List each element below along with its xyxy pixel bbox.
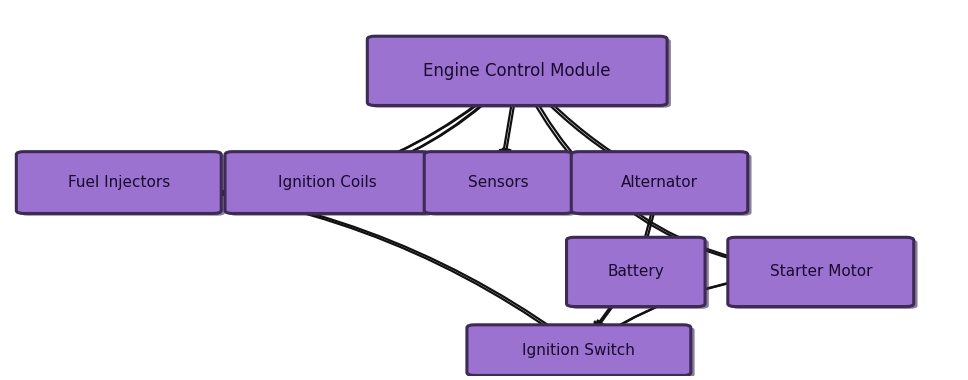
Text: Sensors: Sensors	[468, 175, 529, 190]
FancyBboxPatch shape	[16, 152, 222, 214]
FancyBboxPatch shape	[367, 36, 667, 106]
FancyArrowPatch shape	[351, 90, 498, 177]
FancyBboxPatch shape	[575, 154, 751, 216]
Text: Engine Control Module: Engine Control Module	[423, 62, 611, 80]
FancyBboxPatch shape	[428, 154, 576, 216]
Text: Battery: Battery	[607, 264, 664, 279]
FancyBboxPatch shape	[571, 152, 747, 214]
FancyArrowPatch shape	[532, 94, 799, 272]
Text: Alternator: Alternator	[621, 175, 698, 190]
FancyArrowPatch shape	[502, 97, 515, 157]
FancyArrowPatch shape	[146, 185, 559, 336]
FancyArrowPatch shape	[499, 98, 512, 158]
FancyArrowPatch shape	[354, 89, 500, 176]
FancyBboxPatch shape	[424, 152, 572, 214]
FancyArrowPatch shape	[602, 272, 796, 336]
FancyArrowPatch shape	[536, 92, 638, 171]
FancyArrowPatch shape	[539, 90, 641, 170]
FancyArrowPatch shape	[596, 293, 622, 329]
FancyBboxPatch shape	[728, 237, 914, 307]
FancyBboxPatch shape	[225, 152, 430, 214]
Text: Ignition Coils: Ignition Coils	[278, 175, 377, 190]
FancyArrowPatch shape	[143, 89, 497, 192]
FancyBboxPatch shape	[732, 239, 918, 309]
FancyArrowPatch shape	[643, 208, 655, 247]
FancyBboxPatch shape	[228, 154, 434, 216]
Text: Starter Motor: Starter Motor	[770, 264, 872, 279]
FancyBboxPatch shape	[566, 237, 705, 307]
Text: Fuel Injectors: Fuel Injectors	[68, 175, 170, 190]
FancyBboxPatch shape	[570, 239, 709, 309]
FancyBboxPatch shape	[20, 154, 225, 216]
FancyBboxPatch shape	[371, 38, 671, 108]
FancyArrowPatch shape	[599, 273, 793, 337]
FancyArrowPatch shape	[641, 209, 652, 248]
FancyArrowPatch shape	[149, 184, 561, 334]
FancyArrowPatch shape	[529, 95, 796, 273]
FancyBboxPatch shape	[470, 327, 695, 378]
FancyArrowPatch shape	[146, 88, 499, 191]
Text: Ignition Switch: Ignition Switch	[523, 343, 635, 358]
FancyBboxPatch shape	[467, 325, 691, 375]
FancyArrowPatch shape	[593, 294, 620, 330]
